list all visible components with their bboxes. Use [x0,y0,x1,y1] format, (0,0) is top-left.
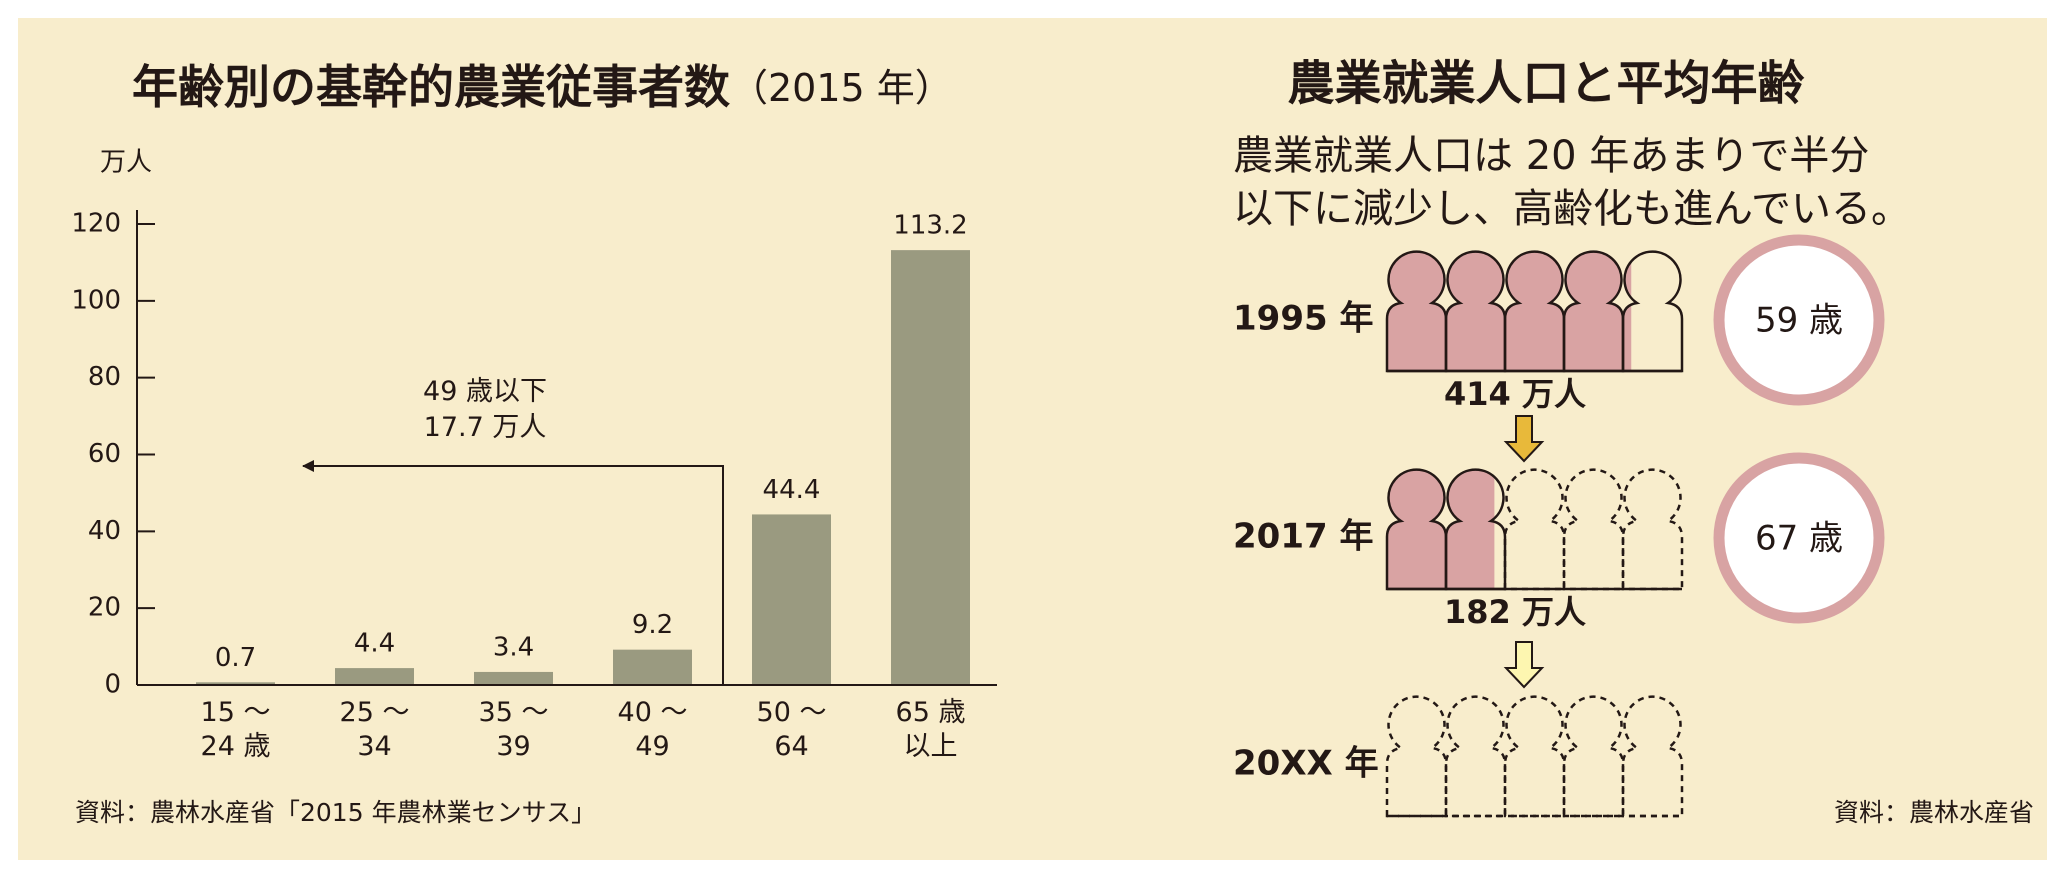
chart-title: 年齢別の基幹的農業従事者数（2015 年） [132,60,953,114]
y-tick-label: 80 [88,362,121,392]
person-outline [1621,468,1684,591]
person-outline [1503,468,1566,591]
person-outline [1444,695,1507,818]
bar [474,671,553,685]
annotation: 49 歳以下 17.7 万人 [423,376,547,443]
population-fill [1387,469,1495,589]
source: 資料：農林水産省「2015 年農林業センサス」 [75,798,596,827]
x-tick-label: 15 〜 24 歳 [201,697,271,762]
bar [752,514,831,685]
y-tick-label: 40 [88,516,121,546]
x-tick-label: 50 〜 64 [757,697,827,762]
year-label: 1995 年 [1233,299,1373,339]
bar [196,682,275,685]
y-tick-label: 20 [88,593,121,623]
population-label: 182 万人 [1444,593,1586,631]
population-fill [1387,251,1632,371]
value-label: 3.4 [493,632,534,662]
description: 以下に減少し、高齢化も進んでいる。 [1233,186,1911,232]
annotation-arrow [302,460,724,685]
bar [891,250,970,685]
value-label: 9.2 [632,610,673,640]
population-label: 414 万人 [1444,375,1586,413]
down-arrow [1503,641,1545,689]
person-outline [1503,695,1566,818]
x-tick-label: 65 歳以上 [896,697,966,762]
value-label: 0.7 [215,643,256,673]
person-outline [1621,250,1684,373]
value-label: 4.4 [354,629,395,659]
description: 農業就業人口は 20 年あまりで半分 [1233,133,1869,179]
person-outline [1444,250,1507,373]
person-outline [1385,695,1448,818]
person-outline [1621,695,1684,818]
age-circle [1713,452,1885,624]
year-label: 20XX 年 [1233,744,1379,784]
x-tick-label: 25 〜 34 [340,697,410,762]
info-title: 農業就業人口と平均年齢 [1288,57,1805,112]
background [18,18,2047,860]
source: 資料：農林水産省 [1834,798,2034,827]
age-circle [1713,234,1885,406]
bar [613,649,692,685]
person-outline [1562,250,1625,373]
person-outline [1562,695,1625,818]
y-tick-label: 120 [71,209,121,239]
value-label: 113.2 [893,211,967,241]
person-outline [1503,250,1566,373]
person-outline [1562,468,1625,591]
person-outline [1385,468,1448,591]
down-arrow [1503,415,1545,463]
y-tick-label: 0 [104,670,121,700]
y-tick-label: 60 [88,439,121,469]
value-label: 44.4 [763,475,821,505]
y-tick-label: 100 [71,285,121,315]
person-outline [1385,250,1448,373]
x-tick-label: 35 〜 39 [479,697,549,762]
average-age: 59 歳 [1755,301,1843,341]
year-label: 2017 年 [1233,517,1373,557]
bar [335,668,414,685]
x-tick-label: 40 〜 49 [618,697,688,762]
y-axis-label: 万人 [100,148,152,178]
person-outline [1444,468,1507,591]
average-age: 67 歳 [1755,519,1843,559]
